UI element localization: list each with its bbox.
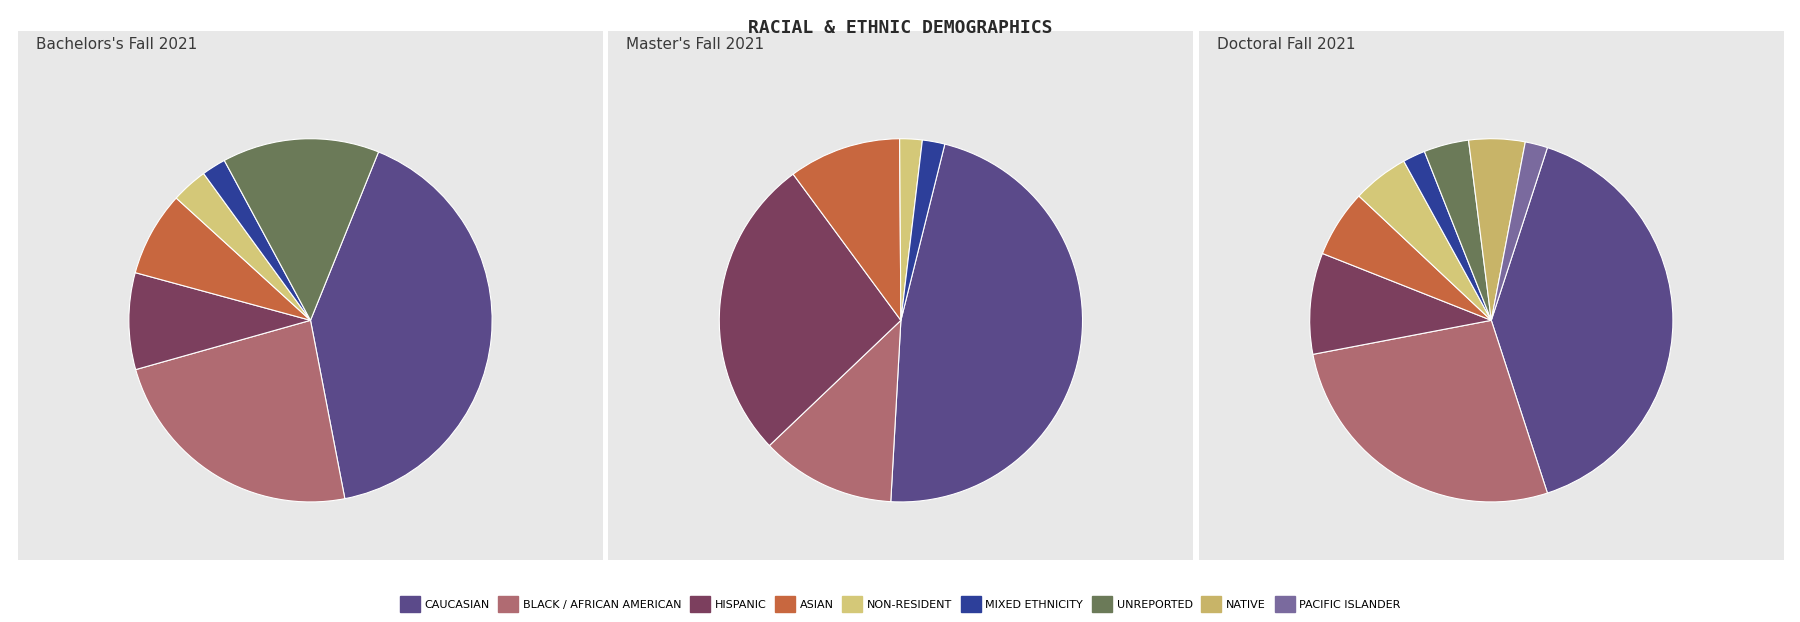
Wedge shape [176, 174, 311, 320]
Wedge shape [1404, 152, 1492, 320]
Wedge shape [891, 144, 1082, 502]
Wedge shape [1323, 196, 1492, 320]
Wedge shape [1359, 161, 1492, 320]
Wedge shape [902, 140, 945, 320]
Text: RACIAL & ETHNIC DEMOGRAPHICS: RACIAL & ETHNIC DEMOGRAPHICS [747, 19, 1053, 37]
Wedge shape [900, 139, 922, 320]
Wedge shape [203, 160, 311, 320]
Wedge shape [1310, 254, 1492, 355]
Wedge shape [1469, 139, 1525, 320]
Wedge shape [1424, 140, 1492, 320]
Wedge shape [225, 139, 378, 320]
Text: Bachelors's Fall 2021: Bachelors's Fall 2021 [36, 37, 198, 52]
Wedge shape [130, 272, 311, 369]
Wedge shape [135, 320, 346, 502]
Wedge shape [769, 320, 902, 502]
Wedge shape [1312, 320, 1548, 502]
Legend: CAUCASIAN, BLACK / AFRICAN AMERICAN, HISPANIC, ASIAN, NON-RESIDENT, MIXED ETHNIC: CAUCASIAN, BLACK / AFRICAN AMERICAN, HIS… [396, 592, 1404, 616]
Text: Doctoral Fall 2021: Doctoral Fall 2021 [1217, 37, 1355, 52]
Wedge shape [1492, 147, 1672, 493]
Wedge shape [1492, 142, 1548, 320]
Wedge shape [135, 198, 311, 320]
Text: Master's Fall 2021: Master's Fall 2021 [626, 37, 765, 52]
Wedge shape [720, 174, 902, 445]
Wedge shape [311, 152, 491, 499]
Wedge shape [794, 139, 902, 320]
